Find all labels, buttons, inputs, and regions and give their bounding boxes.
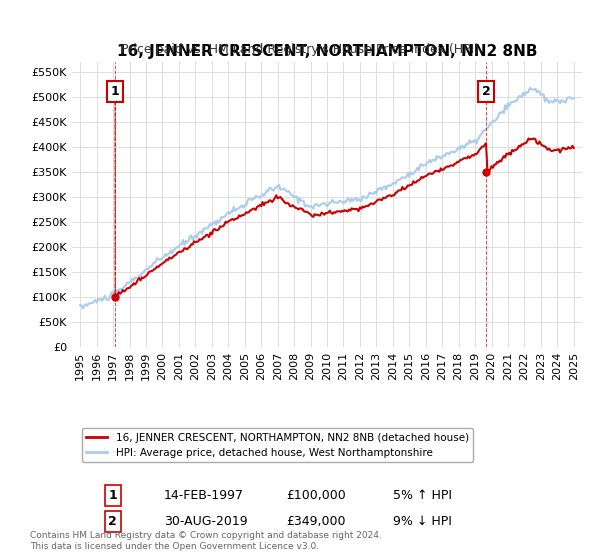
Text: Price paid vs. HM Land Registry's House Price Index (HPI): Price paid vs. HM Land Registry's House … xyxy=(121,43,479,56)
Text: 14-FEB-1997: 14-FEB-1997 xyxy=(164,489,244,502)
Text: 5% ↑ HPI: 5% ↑ HPI xyxy=(394,489,452,502)
Title: 16, JENNER CRESCENT, NORTHAMPTON, NN2 8NB: 16, JENNER CRESCENT, NORTHAMPTON, NN2 8N… xyxy=(117,44,537,59)
Text: Contains HM Land Registry data © Crown copyright and database right 2024.
This d: Contains HM Land Registry data © Crown c… xyxy=(30,531,382,551)
Text: £349,000: £349,000 xyxy=(286,515,346,528)
Legend: 16, JENNER CRESCENT, NORTHAMPTON, NN2 8NB (detached house), HPI: Average price, : 16, JENNER CRESCENT, NORTHAMPTON, NN2 8N… xyxy=(82,428,473,462)
Text: 1: 1 xyxy=(109,489,117,502)
Text: 2: 2 xyxy=(109,515,117,528)
Text: £100,000: £100,000 xyxy=(286,489,346,502)
Text: 9% ↓ HPI: 9% ↓ HPI xyxy=(394,515,452,528)
Text: 30-AUG-2019: 30-AUG-2019 xyxy=(164,515,247,528)
Text: 1: 1 xyxy=(111,85,119,98)
Text: 2: 2 xyxy=(482,85,490,98)
